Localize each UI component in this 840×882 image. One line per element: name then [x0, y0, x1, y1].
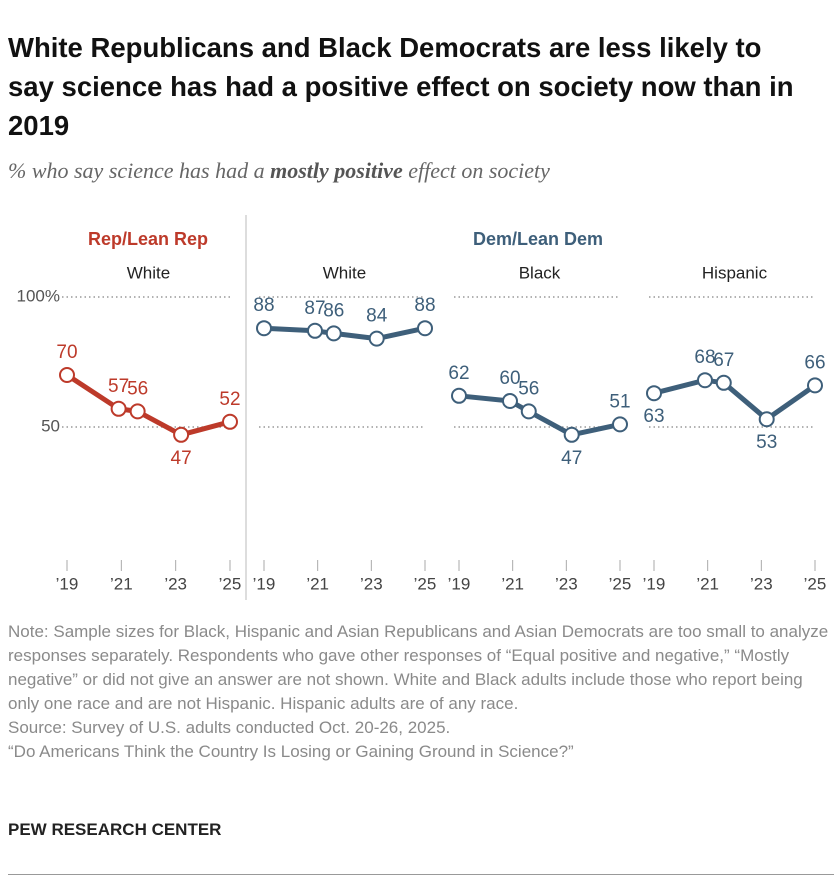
data-label: 47: [561, 448, 582, 469]
point: [129, 403, 146, 420]
source: Source: Survey of U.S. adults conducted …: [8, 718, 451, 737]
subtitle-text: % who say science has had a: [8, 158, 271, 183]
line: [458, 393, 621, 438]
data-label: 57: [108, 376, 129, 397]
data-label: 51: [609, 391, 630, 412]
data-label: 70: [56, 342, 77, 363]
notes: Note: Sample sizes for Black, Hispanic a…: [8, 620, 834, 764]
x-tick-label: ’25: [219, 574, 242, 593]
point: [612, 416, 628, 433]
point: [173, 426, 190, 443]
point: [451, 387, 467, 404]
panel-title: White: [127, 263, 170, 282]
subtitle: % who say science has had a mostly posit…: [8, 158, 550, 184]
point: [368, 330, 385, 347]
x-tick-label: ’19: [448, 574, 471, 593]
data-label: 84: [366, 306, 388, 327]
note: Note: Sample sizes for Black, Hispanic a…: [8, 622, 829, 713]
report: “Do Americans Think the Country Is Losin…: [8, 742, 574, 761]
point: [520, 403, 537, 420]
bottom-rule: [8, 874, 834, 875]
x-tick-label: ’25: [414, 574, 437, 593]
data-label: 66: [804, 352, 825, 373]
x-tick-label: ’19: [56, 574, 79, 593]
data-label: 68: [694, 347, 715, 368]
y-tick-label: 100%: [17, 286, 60, 305]
x-tick-label: ’21: [306, 574, 329, 593]
data-label: 86: [323, 300, 344, 321]
y-tick-label: 50: [41, 416, 60, 435]
point: [110, 400, 127, 417]
data-label: 67: [713, 350, 734, 371]
point: [325, 325, 342, 342]
data-label: 60: [499, 368, 520, 389]
point: [222, 413, 238, 430]
data-label: 88: [253, 295, 274, 316]
x-tick-label: ’23: [555, 574, 578, 593]
title: White Republicans and Black Democrats ar…: [8, 32, 794, 141]
data-label: 56: [518, 378, 539, 399]
point: [306, 322, 323, 339]
point: [696, 372, 713, 389]
point: [59, 367, 75, 383]
x-tick-label: ’23: [360, 574, 383, 593]
x-tick-label: ’19: [253, 574, 276, 593]
data-label: 88: [414, 295, 435, 316]
x-tick-label: ’23: [164, 574, 187, 593]
point: [256, 320, 272, 337]
point: [715, 374, 732, 391]
x-tick-label: ’25: [609, 574, 632, 593]
line: [65, 372, 231, 438]
line: [263, 325, 426, 342]
point: [563, 426, 580, 443]
panel-title: Black: [519, 263, 561, 282]
data-label: 53: [756, 432, 777, 453]
x-tick-label: ’23: [750, 574, 773, 593]
data-label: 63: [643, 406, 664, 427]
x-tick-label: ’25: [804, 574, 827, 593]
panel-title: White: [323, 263, 366, 282]
point: [501, 393, 518, 409]
subtitle-emphasis: mostly positive: [270, 158, 403, 183]
point: [646, 385, 662, 402]
point: [807, 377, 823, 394]
line: [653, 377, 817, 422]
group-label: Rep/Lean Rep: [88, 229, 208, 249]
x-tick-label: ’21: [110, 574, 133, 593]
data-label: 87: [304, 298, 325, 319]
point: [758, 411, 775, 428]
footer: PEW RESEARCH CENTER: [8, 820, 222, 839]
data-label: 56: [127, 378, 148, 399]
group-label: Dem/Lean Dem: [473, 229, 603, 249]
x-tick-label: ’21: [501, 574, 524, 593]
x-tick-label: ’21: [696, 574, 719, 593]
point: [417, 320, 433, 337]
subtitle-text: effect on society: [402, 158, 550, 183]
data-label: 52: [219, 389, 240, 410]
chart: Rep/Lean Rep Dem/Lean Dem White 50 100% ’19 ’2…: [17, 215, 827, 600]
panel-title: Hispanic: [702, 263, 768, 282]
data-label: 62: [448, 363, 469, 384]
data-label: 47: [171, 448, 192, 469]
x-tick-label: ’19: [643, 574, 666, 593]
